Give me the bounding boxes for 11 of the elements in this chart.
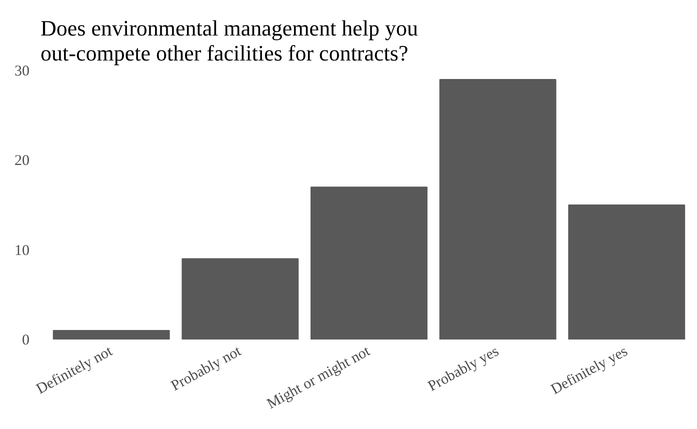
bar	[182, 258, 299, 340]
chart-title: Does environmental management help you out-compete other facilities for contracts?	[40, 16, 418, 66]
bar	[568, 204, 686, 340]
y-tick-label: 20	[14, 153, 30, 170]
x-tick-label: Might or might not	[264, 343, 374, 412]
y-tick-label: 30	[14, 64, 30, 80]
bar	[310, 186, 428, 340]
bar	[52, 330, 170, 340]
bar	[439, 78, 556, 340]
y-tick-label: 0	[22, 332, 30, 348]
y-tick-label: 10	[14, 242, 30, 259]
